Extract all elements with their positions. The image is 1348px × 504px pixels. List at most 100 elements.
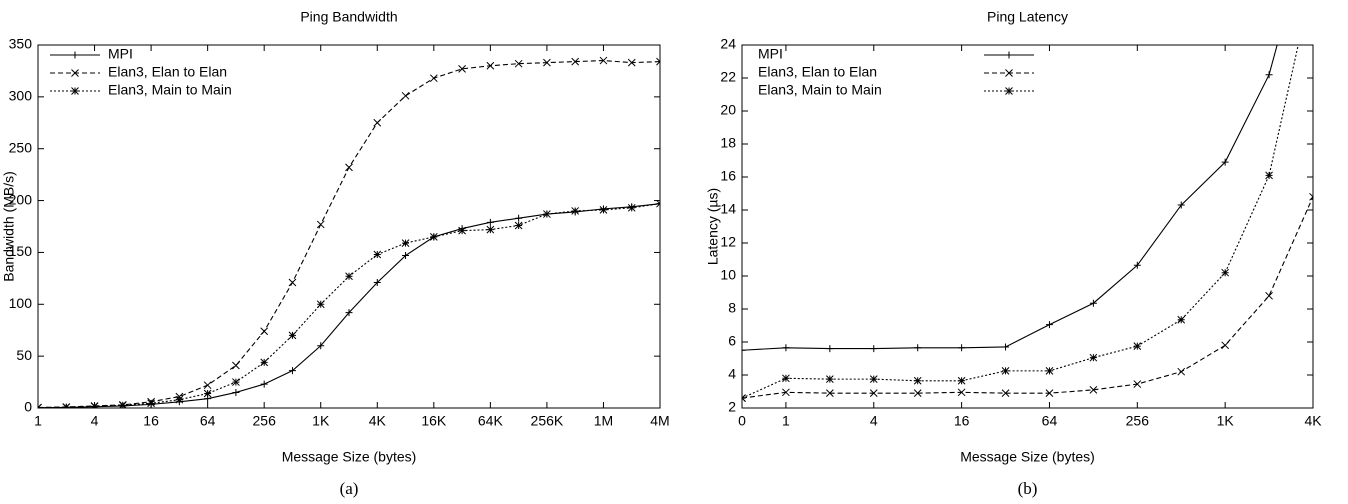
- data-point: [1265, 71, 1273, 79]
- y-tick-label: 250: [9, 139, 33, 155]
- x-tick-label: 16K: [421, 413, 447, 429]
- data-point: [1265, 291, 1273, 300]
- data-point: [825, 375, 834, 383]
- data-point: [288, 331, 297, 340]
- data-point: [1177, 201, 1185, 209]
- data-point: [62, 403, 71, 408]
- y-tick-label: 300: [9, 88, 33, 104]
- data-point: [515, 214, 523, 222]
- x-tick-label: 64K: [478, 413, 504, 429]
- data-point: [913, 389, 922, 398]
- x-tick-label: 16: [143, 413, 159, 429]
- data-point: [1045, 321, 1053, 329]
- data-point: [1089, 353, 1098, 362]
- x-tick-label: 0: [738, 413, 746, 429]
- data-point: [870, 345, 878, 353]
- x-tick-label: 4K: [369, 413, 387, 429]
- data-point: [38, 403, 42, 408]
- data-point: [627, 203, 636, 212]
- legend-marker: [71, 51, 79, 59]
- data-point: [1089, 385, 1098, 394]
- data-point: [1221, 341, 1230, 350]
- data-point: [288, 278, 297, 287]
- data-point: [742, 346, 746, 354]
- data-point: [1045, 367, 1054, 375]
- data-point: [1177, 315, 1186, 324]
- y-tick-label: 8: [728, 300, 736, 316]
- data-point: [782, 374, 790, 383]
- y-tick-label: 14: [720, 201, 736, 217]
- legend-marker: [1005, 69, 1013, 77]
- data-point: [1133, 261, 1141, 269]
- caption: (a): [340, 479, 359, 498]
- x-tick-label: 64: [200, 413, 216, 429]
- y-tick-label: 24: [720, 36, 736, 52]
- x-tick-label: 4M: [650, 413, 669, 429]
- data-point: [373, 250, 382, 259]
- x-tick-label: 1: [34, 413, 42, 429]
- data-point: [957, 388, 966, 397]
- data-point: [458, 65, 466, 73]
- chart-title: Ping Bandwidth: [300, 9, 397, 25]
- x-tick-label: 1M: [594, 413, 613, 429]
- data-point: [1177, 367, 1186, 376]
- legend-marker: [71, 87, 79, 95]
- data-point: [869, 389, 878, 398]
- data-point: [782, 388, 790, 397]
- data-point: [486, 61, 495, 70]
- data-point: [232, 378, 240, 386]
- data-point: [316, 300, 325, 309]
- data-point: [914, 344, 922, 352]
- data-point: [317, 342, 325, 350]
- legend-marker: [71, 69, 79, 77]
- y-tick-label: 200: [9, 191, 33, 207]
- y-tick-label: 350: [9, 36, 33, 52]
- legend-marker: [1005, 51, 1013, 59]
- x-axis-title: Message Size (bytes): [960, 449, 1095, 465]
- plot-area: [742, 45, 1313, 402]
- y-tick-label: 100: [9, 295, 33, 311]
- data-point: [1045, 389, 1054, 398]
- data-point: [203, 389, 212, 398]
- data-point: [232, 388, 240, 396]
- legend-label: Elan3, Elan to Elan: [108, 64, 227, 80]
- data-point: [232, 361, 240, 370]
- data-point: [656, 199, 660, 208]
- data-point: [742, 394, 746, 402]
- data-point: [571, 57, 580, 66]
- legend-label: MPI: [758, 46, 783, 62]
- x-tick-label: 1K: [312, 413, 330, 429]
- data-point: [402, 252, 410, 260]
- data-point: [401, 239, 410, 247]
- y-tick-label: 12: [720, 234, 736, 250]
- data-point: [1001, 367, 1010, 375]
- data-point: [826, 345, 834, 353]
- data-point: [543, 210, 551, 218]
- data-point: [486, 218, 494, 226]
- y-tick-label: 18: [720, 135, 736, 151]
- data-point: [345, 163, 353, 172]
- data-point: [1221, 158, 1229, 166]
- data-point: [1002, 343, 1010, 351]
- y-axis-title: Latency (µs): [705, 188, 721, 265]
- plot-frame: [741, 44, 1314, 409]
- series-line: [742, 45, 1278, 351]
- data-point: [958, 344, 966, 352]
- x-tick-label: 256: [1126, 413, 1150, 429]
- series-line: [742, 45, 1299, 399]
- x-tick-label: 4: [870, 413, 878, 429]
- x-tick-label: 16: [954, 413, 970, 429]
- y-tick-label: 150: [9, 243, 33, 259]
- y-tick-label: 4: [728, 366, 736, 382]
- data-point: [1221, 268, 1230, 277]
- x-tick-label: 1K: [1217, 413, 1235, 429]
- legend-label: Elan3, Main to Main: [108, 82, 232, 98]
- data-point: [825, 389, 834, 398]
- data-point: [514, 59, 523, 68]
- data-point: [1265, 171, 1273, 180]
- data-point: [260, 380, 268, 388]
- data-point: [514, 221, 523, 230]
- data-point: [260, 327, 269, 336]
- data-point: [913, 376, 922, 385]
- x-tick-label: 256: [253, 413, 277, 429]
